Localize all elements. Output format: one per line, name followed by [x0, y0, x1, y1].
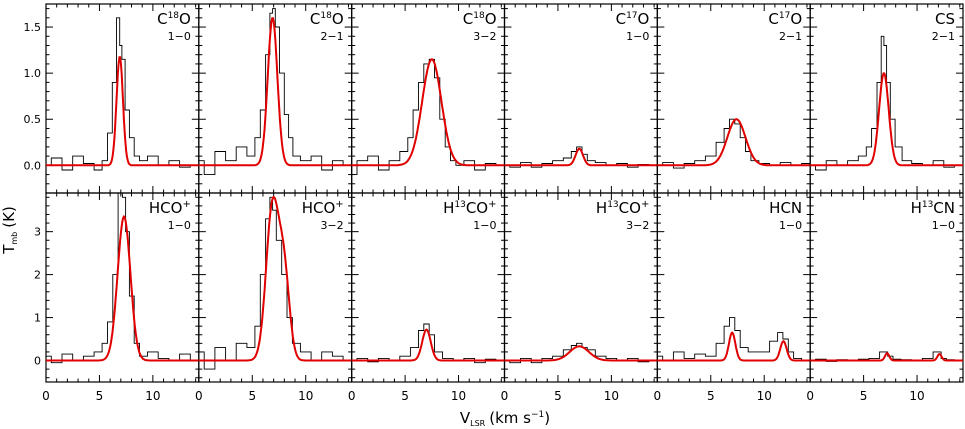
- panel-hcn-1-0: 0 5 10 HCN 1−0: [654, 192, 811, 403]
- fit-curve: [351, 328, 505, 362]
- x-tick-label: 0: [195, 389, 203, 403]
- panel-hco-3-2: 0 5 10 HCO+ 3−2: [195, 192, 353, 403]
- species-label: HCO+: [149, 199, 191, 217]
- x-tick-label: 10: [145, 389, 160, 403]
- y-tick-label: 1: [34, 312, 41, 325]
- x-tick-label: 10: [298, 389, 313, 403]
- species-label: H13CN: [911, 199, 955, 217]
- transition-label: 1−0: [626, 30, 649, 43]
- x-axis-label: VLSR (km s−1): [460, 409, 550, 428]
- x-tick-label: 5: [707, 389, 715, 403]
- transition-label: 3−2: [320, 219, 343, 232]
- transition-label: 2−1: [779, 30, 802, 43]
- panel-h13co-1-0: 0 5 10 H13CO+ 1−0: [348, 192, 506, 403]
- x-tick-label: 5: [860, 389, 868, 403]
- y-tick-label: 0: [34, 355, 41, 368]
- species-label: HCN: [769, 199, 802, 217]
- observed-spectrum: [810, 35, 963, 171]
- fit-curve: [504, 345, 658, 362]
- species-label: H13CO+: [596, 199, 649, 217]
- x-tick-label: 10: [451, 389, 466, 403]
- species-label: C17O: [768, 10, 802, 28]
- x-tick-label: 5: [248, 389, 256, 403]
- species-label: HCO+: [302, 199, 344, 217]
- species-label: C18O: [157, 10, 191, 28]
- x-tick-label: 5: [401, 389, 409, 403]
- fit-curve: [504, 147, 658, 167]
- observed-spectrum: [657, 317, 811, 361]
- fit-curve: [657, 118, 811, 167]
- y-tick-label: 0.5: [24, 113, 42, 126]
- fit-curve: [198, 17, 352, 167]
- observed-spectrum: [351, 58, 505, 176]
- y-axis-label: Tmb(K): [0, 206, 19, 255]
- fit-curve: [46, 56, 199, 167]
- x-tick-label: 5: [96, 389, 104, 403]
- panel-c17o-2-1: C17O 2−1: [656, 3, 811, 194]
- transition-label: 1−0: [932, 219, 955, 232]
- y-tick-label: 1.0: [24, 67, 42, 80]
- y-tick-label: 3: [34, 226, 41, 239]
- x-tick-label: 0: [501, 389, 509, 403]
- panel-hco-1-0: 0 5 10 0 1 2 3 HCO+ 1−0: [34, 192, 200, 403]
- transition-label: 1−0: [168, 219, 191, 232]
- y-tick-label: 1.5: [24, 21, 42, 34]
- x-tick-label: 5: [554, 389, 562, 403]
- panel-cs-2-1: CS 2−1: [809, 3, 964, 194]
- species-label: C18O: [463, 10, 497, 28]
- panel-c17o-1-0: C17O 1−0: [503, 3, 658, 194]
- fit-curve: [46, 214, 199, 362]
- observed-spectrum: [198, 8, 352, 176]
- transition-label: 1−0: [779, 219, 802, 232]
- x-tick-label: 0: [348, 389, 356, 403]
- observed-spectrum: [657, 118, 811, 169]
- fit-curve: [810, 352, 963, 362]
- transition-label: 3−2: [473, 30, 496, 43]
- x-tick-label: 0: [806, 389, 814, 403]
- species-label: C17O: [616, 10, 650, 28]
- fit-curve: [198, 195, 352, 362]
- species-label: H13CO+: [443, 199, 496, 217]
- y-tick-label: 0.0: [24, 159, 42, 172]
- panel-c18o-1-0: 0.0 0.5 1.0 1.5 C18O 1−0: [24, 3, 200, 194]
- panel-c18o-2-1: C18O 2−1: [198, 3, 353, 194]
- x-tick-label: 10: [909, 389, 924, 403]
- panel-h13co-3-2: 0 5 10 H13CO+ 3−2: [501, 192, 658, 403]
- x-tick-label: 10: [604, 389, 619, 403]
- x-tick-label: 0: [42, 389, 50, 403]
- transition-label: 2−1: [320, 30, 343, 43]
- transition-label: 1−0: [473, 219, 496, 232]
- fit-curve: [657, 331, 811, 362]
- transition-label: 2−1: [932, 30, 955, 43]
- species-label: C18O: [310, 10, 344, 28]
- panel-frame: [809, 192, 964, 383]
- x-tick-label: 10: [757, 389, 772, 403]
- transition-label: 3−2: [626, 219, 649, 232]
- panel-h13cn-1-0: 0 5 10 H13CN 1−0: [806, 192, 964, 403]
- panel-grid: 0.0 0.5 1.0 1.5 C18O 1−0 C18O 2−1 C18O 3−2 C17O 1−0…: [24, 3, 964, 403]
- fit-curve: [351, 58, 505, 167]
- y-tick-label: 2: [34, 269, 41, 282]
- x-tick-label: 0: [654, 389, 662, 403]
- species-label: CS: [935, 10, 955, 28]
- panel-c18o-3-2: C18O 3−2: [351, 3, 506, 194]
- transition-label: 1−0: [168, 30, 191, 43]
- fit-curve: [810, 72, 963, 167]
